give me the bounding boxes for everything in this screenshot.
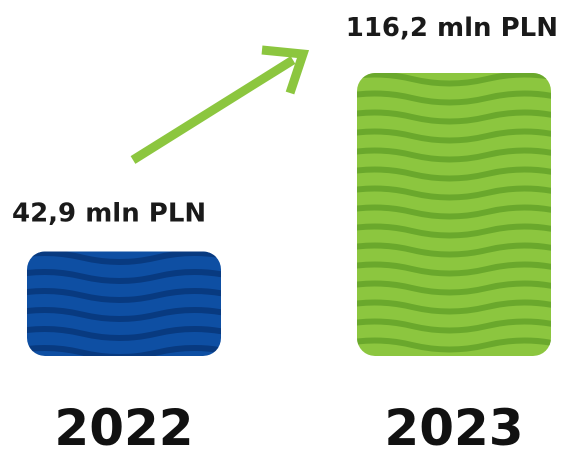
arrow-head (261, 45, 310, 95)
category-label-2023: 2023 (384, 399, 523, 455)
bar-2022 (27, 251, 221, 356)
value-label-2023: 116,2 mln PLN (346, 13, 558, 43)
bar-2022-wave-pattern (27, 251, 221, 356)
labels-layer: 42,9 mln PLN 2022 116,2 mln PLN 2023 (12, 13, 558, 455)
value-label-2022: 42,9 mln PLN (12, 199, 206, 229)
arrow-shaft (130, 56, 296, 164)
bar-2023-wave-pattern (357, 73, 551, 353)
growth-arrow (130, 45, 310, 164)
category-label-2022: 2022 (54, 399, 193, 455)
bars-layer (27, 73, 551, 356)
bar-2023 (357, 73, 551, 356)
